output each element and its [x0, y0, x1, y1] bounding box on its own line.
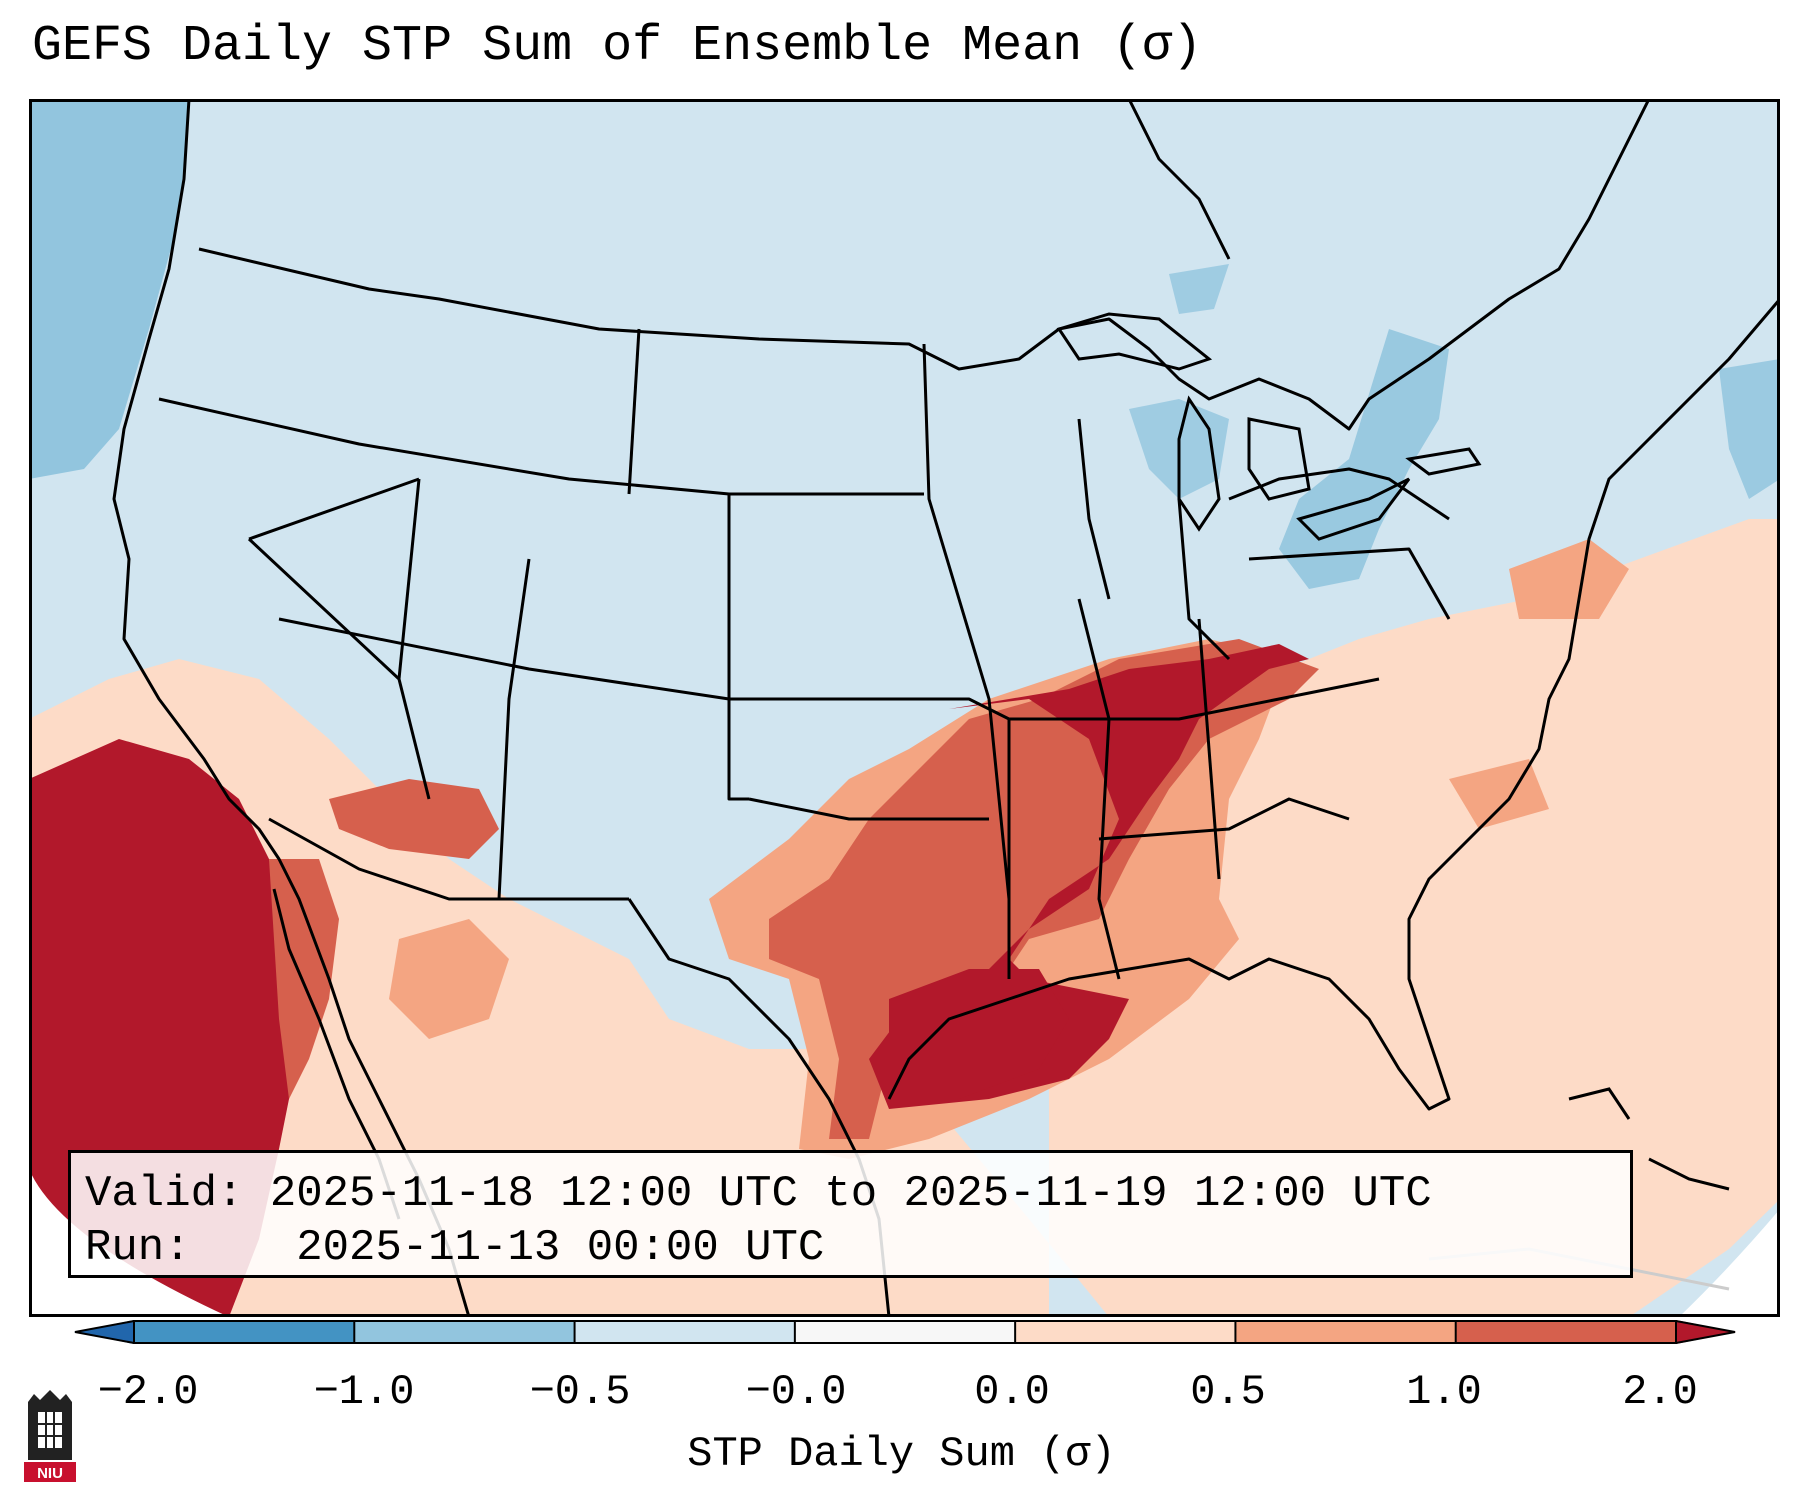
pacific-negative-area [29, 99, 189, 479]
valid-value: 2025-11-18 12:00 UTC to 2025-11-19 12:00… [269, 1169, 1432, 1219]
colorbar [74, 1320, 1736, 1344]
map-border [29, 99, 1780, 1317]
border-co-ks [727, 494, 749, 801]
northeast-negative-area [1279, 329, 1449, 589]
atlantic-moderate-area [1509, 539, 1629, 619]
gulf-atlantic-coastline [887, 298, 1780, 1111]
map-edge-bottom-right [1679, 1209, 1780, 1317]
niu-badge [24, 1462, 76, 1482]
great-lakes [1056, 312, 1482, 541]
lake-michigan [1177, 395, 1221, 532]
colorbar-bin [1015, 1320, 1236, 1344]
valid-label: Valid: [85, 1169, 244, 1219]
niu-tower-window [38, 1412, 62, 1448]
southwest-strong-area [329, 779, 499, 859]
bahamas-coast [1568, 1087, 1631, 1120]
lake-ontario [1405, 447, 1482, 476]
colorbar-tick-label: −0.5 [529, 1368, 631, 1416]
border-tn-south [1098, 797, 1350, 841]
run-label: Run: [85, 1223, 191, 1273]
border-az-nm [497, 558, 531, 900]
colorbar-bin [1455, 1320, 1677, 1344]
map-panel [29, 99, 1780, 1317]
chart-title: GEFS Daily STP Sum of Ensemble Mean (σ) [32, 18, 1203, 75]
run-value: 2025-11-13 00:00 UTC [296, 1223, 825, 1273]
border-in-oh [1177, 498, 1231, 661]
colorbar-extend-low [74, 1320, 134, 1344]
colorbar-tick-label: −1.0 [313, 1368, 415, 1416]
border-ca-nv-diagonal [247, 537, 431, 800]
colorbar-tick-label: −2.0 [97, 1368, 199, 1416]
superior-negative-area [1169, 264, 1229, 314]
border-pa [1248, 547, 1451, 620]
valid-time-box: Valid: 2025-11-18 12:00 UTC to 2025-11-1… [68, 1150, 1633, 1278]
border-nv-ut [397, 478, 421, 680]
mexico-border-west [268, 817, 629, 901]
colorbar-label: STP Daily Sum (σ) [687, 1430, 1116, 1478]
colorbar-bin [794, 1320, 1016, 1344]
weak-positive-area [29, 519, 1780, 1317]
border-latitude-37 [278, 617, 1380, 721]
niu-logo-icon: NIU [24, 1390, 76, 1482]
border-ny-pa [1228, 467, 1450, 521]
map-svg [29, 99, 1780, 1317]
northern-border-east [1127, 99, 1231, 260]
colorbar-tick-label: 0.0 [974, 1368, 1050, 1416]
pacific-coastline [112, 99, 471, 1317]
border-il-in [1077, 418, 1111, 600]
map-edge-bottom-left [29, 1169, 229, 1317]
border-latitude-42 [158, 397, 924, 496]
border-or-ca [248, 477, 420, 541]
gulf-very-strong-area [889, 969, 1069, 1099]
border-wy-sd [627, 328, 641, 495]
colorbar-tick-label: 1.0 [1406, 1368, 1482, 1416]
lake-huron [1247, 417, 1311, 501]
lake-superior [1056, 312, 1213, 371]
lake-erie [1296, 477, 1411, 541]
atlantic-negative-area [1719, 359, 1780, 499]
colorbar-bin [1235, 1320, 1457, 1344]
colorbar-bin [134, 1320, 355, 1344]
canada-us-border [198, 99, 1651, 431]
positive-anomaly-areas [29, 519, 1780, 1317]
baja-strong-area [269, 859, 339, 1099]
colorbar-tick-label: 2.0 [1622, 1368, 1698, 1416]
colorbar-tick-label: −0.0 [745, 1368, 847, 1416]
border-plains-east [922, 343, 1011, 900]
colorbar-extend-high [1676, 1320, 1736, 1344]
border-ms-al [1077, 598, 1121, 980]
mexico-moderate-area [389, 919, 509, 1039]
colorbar-bin [354, 1320, 576, 1344]
border-al-ga [1197, 618, 1221, 880]
colorbar-bin [574, 1320, 796, 1344]
niu-logo-text: NIU [37, 1465, 63, 1482]
bahamas-coast-2 [1648, 1157, 1730, 1191]
colorbar-tick-label: 0.5 [1190, 1368, 1266, 1416]
niu-window-grid [38, 1412, 62, 1448]
border-ok-tx [748, 797, 989, 821]
